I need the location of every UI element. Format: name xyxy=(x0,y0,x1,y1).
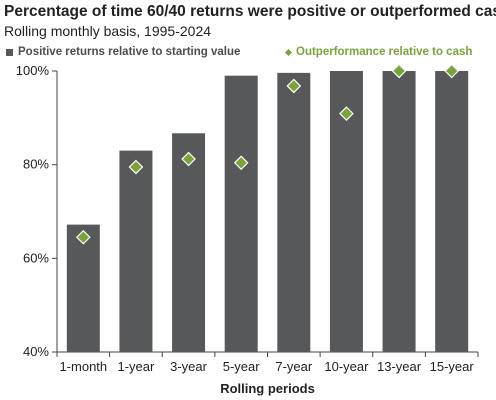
marker-series xyxy=(75,63,460,245)
x-tick-label: 5-year xyxy=(223,359,261,374)
legend-bar-swatch xyxy=(6,48,13,56)
legend-bar-label: Positive returns relative to starting va… xyxy=(18,46,241,58)
marker-7-year xyxy=(286,78,302,94)
marker-1-year xyxy=(128,159,144,175)
marker-15-year xyxy=(444,63,460,79)
marker-10-year xyxy=(339,106,354,121)
y-ticks: 40% 60% 80% 100% xyxy=(16,63,57,359)
marker-5-year xyxy=(233,155,249,171)
bar-series xyxy=(66,71,469,352)
bar-5-year xyxy=(224,75,258,352)
x-tick-label: 1-year xyxy=(118,359,156,374)
marker-3-year xyxy=(181,151,196,167)
legend-marker-label: Outperformance relative to cash xyxy=(296,46,473,58)
legend-item-bars: Positive returns relative to starting va… xyxy=(6,46,240,58)
x-tick-label: 1-month xyxy=(59,359,107,374)
x-ticks: 1-month 1-year 3-year 5-year 7-year 10-year 13… xyxy=(56,352,479,374)
y-tick-label: 80% xyxy=(23,157,49,172)
x-tick-label: 3-year xyxy=(170,359,208,374)
bar-1-year xyxy=(119,150,153,352)
legend-item-markers: Outperformance relative to cash xyxy=(284,46,473,58)
bar-13-year xyxy=(382,71,416,352)
marker-13-year xyxy=(391,63,407,79)
x-tick-label: 15-year xyxy=(430,359,475,374)
bar-3-year xyxy=(172,133,206,352)
x-axis-label: Rolling periods xyxy=(220,381,315,396)
chart-subtitle: Rolling monthly basis, 1995-2024 xyxy=(4,23,212,39)
y-tick-label: 60% xyxy=(23,250,49,265)
plot-area: 40% 60% 80% 100% 1-month 1-year 3-year 5-year 7… xyxy=(16,63,479,374)
y-tick-label: 40% xyxy=(23,344,49,359)
chart-title: Percentage of time 60/40 returns were po… xyxy=(4,3,496,20)
bar-1-month xyxy=(66,224,100,352)
x-tick-label: 7-year xyxy=(275,359,313,374)
y-tick-label: 100% xyxy=(16,63,50,78)
x-tick-label: 13-year xyxy=(377,359,422,374)
bar-7-year xyxy=(277,72,311,352)
marker-1-month xyxy=(75,229,91,245)
x-tick-label: 10-year xyxy=(324,359,369,374)
bar-15-year xyxy=(435,71,469,352)
